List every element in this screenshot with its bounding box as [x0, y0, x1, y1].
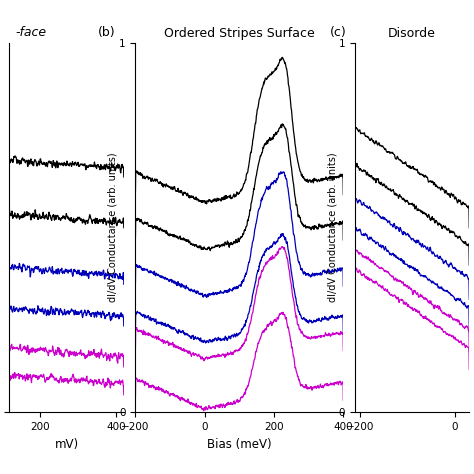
- Text: (c): (c): [330, 26, 346, 39]
- X-axis label: Bias (meV): Bias (meV): [207, 438, 272, 451]
- X-axis label: mV): mV): [55, 438, 79, 451]
- Y-axis label: dI/dV Conductance (arb. units): dI/dV Conductance (arb. units): [108, 153, 118, 302]
- Text: -face: -face: [15, 26, 46, 39]
- Title: Ordered Stripes Surface: Ordered Stripes Surface: [164, 27, 315, 40]
- Text: (b): (b): [98, 26, 116, 39]
- Y-axis label: dI/dV Conductance (arb. units): dI/dV Conductance (arb. units): [327, 153, 337, 302]
- Title: Disorde: Disorde: [388, 27, 436, 40]
